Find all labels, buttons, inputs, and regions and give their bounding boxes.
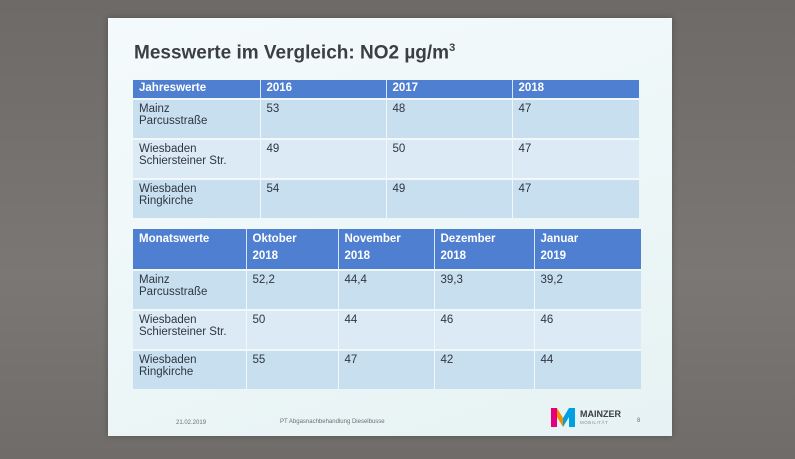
location-name: Mainz [139,103,170,115]
header-monatswerte: Monatswerte [133,229,247,270]
location-detail: Schiersteiner Str. [139,155,227,167]
value-cell: 49 [386,178,513,218]
slide-title-text: Messwerte im Vergleich: NO2 µg/m [134,42,450,64]
value-cell: 48 [386,98,513,139]
header-januar-2019: Januar 2019 [534,229,641,270]
value-cell: 49 [260,138,387,179]
header-line: Oktober [252,233,297,245]
location-cell: Wiesbaden Ringkirche [133,178,261,218]
value-cell: 44,4 [338,269,435,310]
value-cell: 50 [246,309,339,350]
page-number: 8 [637,418,641,424]
location-name: Wiesbaden [139,354,197,366]
annual-values-table: Jahreswerte 2016 2017 2018 Mainz Parcusst… [133,80,639,218]
location-name: Mainz [139,274,170,286]
value-cell: 44 [534,349,641,389]
header-line: 2018 [440,250,467,262]
footer-text: PT Abgasnachbehandlung Dieselbusse [280,419,385,425]
table-row: Wiesbaden Ringkirche 54 49 47 [133,178,639,218]
logo-name: MAINZER [580,409,621,419]
header-2016: 2016 [260,80,387,99]
slide-title: Messwerte im Vergleich: NO2 µg/m3 [134,42,455,64]
table-row: Wiesbaden Ringkirche 55 47 42 44 [133,349,641,389]
logo-m-middle-stroke [557,408,563,427]
presentation-slide: Messwerte im Vergleich: NO2 µg/m3 Jahres… [108,18,672,436]
value-cell: 47 [338,349,435,389]
logo-subtitle: MOBILITÄT [580,420,609,425]
table-header-row: Jahreswerte 2016 2017 2018 [133,80,639,99]
value-cell: 47 [512,178,639,218]
header-line: Dezember [440,233,496,245]
location-cell: Mainz Parcusstraße [133,269,247,310]
header-2017: 2017 [386,80,513,99]
value-cell: 53 [260,98,387,139]
value-cell: 47 [512,98,639,139]
table-row: Wiesbaden Schiersteiner Str. 50 44 46 46 [133,309,641,350]
header-line: Monatswerte [139,233,210,245]
location-detail: Parcusstraße [139,286,208,298]
logo-m-icon [551,408,575,427]
logo-m-right-stroke [563,408,575,427]
logo-m-left-stroke [551,408,557,427]
header-line: 2018 [252,250,279,262]
slide-title-superscript: 3 [449,42,456,54]
table-row: Mainz Parcusstraße 52,2 44,4 39,3 39,2 [133,269,641,310]
header-2018: 2018 [512,80,639,99]
location-name: Wiesbaden [139,314,197,326]
value-cell: 44 [338,309,435,350]
table-row: Wiesbaden Schiersteiner Str. 49 50 47 [133,138,639,179]
location-detail: Schiersteiner Str. [139,326,227,338]
mainzer-mobilitaet-logo: MAINZER MOBILITÄT [550,406,630,428]
table-row: Mainz Parcusstraße 53 48 47 [133,98,639,139]
header-line: November [344,233,401,245]
location-detail: Ringkirche [139,195,194,207]
value-cell: 47 [512,138,639,179]
monthly-values-table: Monatswerte Oktober 2018 November 2018 Dez… [133,229,641,389]
value-cell: 39,3 [434,269,535,310]
header-oktober-2018: Oktober 2018 [246,229,339,270]
header-line: 2019 [540,250,567,262]
header-jahreswerte: Jahreswerte [133,80,261,99]
value-cell: 55 [246,349,339,389]
location-name: Wiesbaden [139,183,197,195]
location-cell: Wiesbaden Ringkirche [133,349,247,389]
value-cell: 42 [434,349,535,389]
footer-date: 21.02.2019 [176,420,207,426]
header-november-2018: November 2018 [338,229,435,270]
header-line: Januar [540,233,579,245]
location-cell: Mainz Parcusstraße [133,98,261,139]
location-detail: Parcusstraße [139,115,208,127]
location-cell: Wiesbaden Schiersteiner Str. [133,138,261,179]
value-cell: 46 [434,309,535,350]
value-cell: 52,2 [246,269,339,310]
header-line: 2018 [344,250,371,262]
location-detail: Ringkirche [139,366,194,378]
location-name: Wiesbaden [139,143,197,155]
value-cell: 50 [386,138,513,179]
value-cell: 39,2 [534,269,641,310]
location-cell: Wiesbaden Schiersteiner Str. [133,309,247,350]
value-cell: 46 [534,309,641,350]
table-header-row: Monatswerte Oktober 2018 November 2018 Dez… [133,229,641,270]
header-dezember-2018: Dezember 2018 [434,229,535,270]
value-cell: 54 [260,178,387,218]
